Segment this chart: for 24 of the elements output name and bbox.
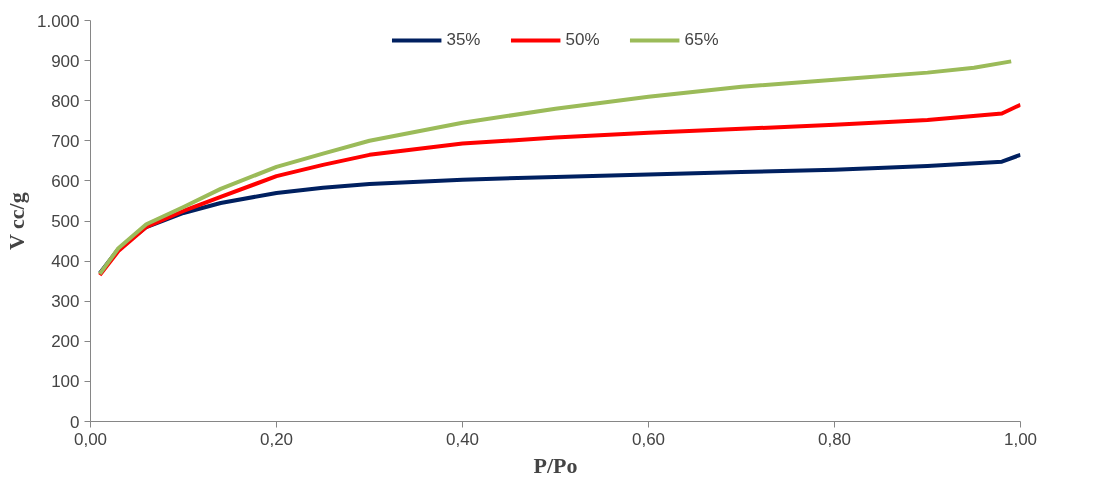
y-axis-title: V cc/g bbox=[3, 192, 29, 251]
y-tick-label: 800 bbox=[51, 91, 80, 111]
y-tick-label: 1.000 bbox=[36, 11, 80, 31]
line-series bbox=[97, 59, 1014, 276]
legend-label: 35% bbox=[446, 30, 481, 50]
y-tick-label: 300 bbox=[51, 292, 80, 312]
x-tick-label: 0,40 bbox=[445, 429, 480, 449]
x-tick-label: 0,60 bbox=[631, 429, 666, 449]
y-tick-label: 200 bbox=[51, 332, 80, 352]
x-tick-label: 0,80 bbox=[817, 429, 852, 449]
y-tick-label: 400 bbox=[51, 252, 80, 272]
y-tick-label: 0 bbox=[70, 412, 80, 432]
y-tick-label: 100 bbox=[51, 372, 80, 392]
x-tick-label: 0,00 bbox=[73, 429, 108, 449]
y-tick-label: 900 bbox=[51, 51, 80, 71]
legend-label: 65% bbox=[684, 30, 719, 50]
y-tick-label: 700 bbox=[51, 131, 80, 151]
x-tick-label: 1,00 bbox=[1003, 429, 1038, 449]
x-axis-title: P/Po bbox=[533, 452, 578, 478]
legend-label: 50% bbox=[565, 30, 600, 50]
x-tick-label: 0,20 bbox=[259, 429, 294, 449]
y-tick-label: 500 bbox=[51, 212, 80, 231]
line-series bbox=[97, 102, 1021, 278]
y-tick-label: 600 bbox=[51, 171, 80, 191]
